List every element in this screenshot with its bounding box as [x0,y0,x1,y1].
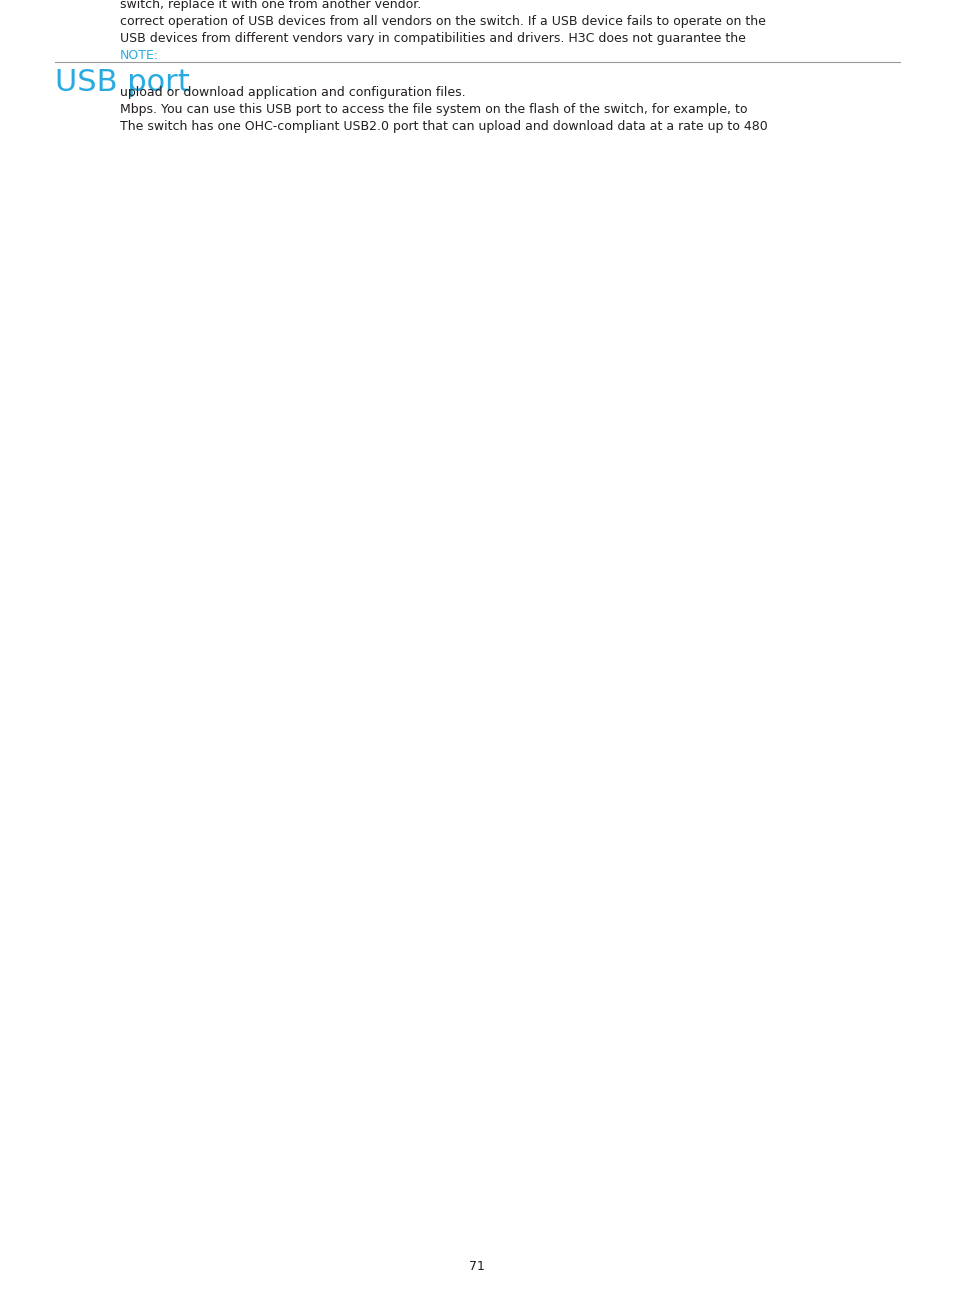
Text: upload or download application and configuration files.: upload or download application and confi… [120,85,465,100]
Text: correct operation of USB devices from all vendors on the switch. If a USB device: correct operation of USB devices from al… [120,14,765,27]
Text: Mbps. You can use this USB port to access the file system on the flash of the sw: Mbps. You can use this USB port to acces… [120,104,747,116]
Text: The switch has one OHC-compliant USB2.0 port that can upload and download data a: The switch has one OHC-compliant USB2.0 … [120,120,767,133]
Text: USB devices from different vendors vary in compatibilities and drivers. H3C does: USB devices from different vendors vary … [120,31,745,44]
Text: USB port: USB port [55,69,190,97]
Text: switch, replace it with one from another vendor.: switch, replace it with one from another… [120,0,421,10]
Text: 71: 71 [469,1260,484,1273]
Text: NOTE:: NOTE: [120,49,159,62]
